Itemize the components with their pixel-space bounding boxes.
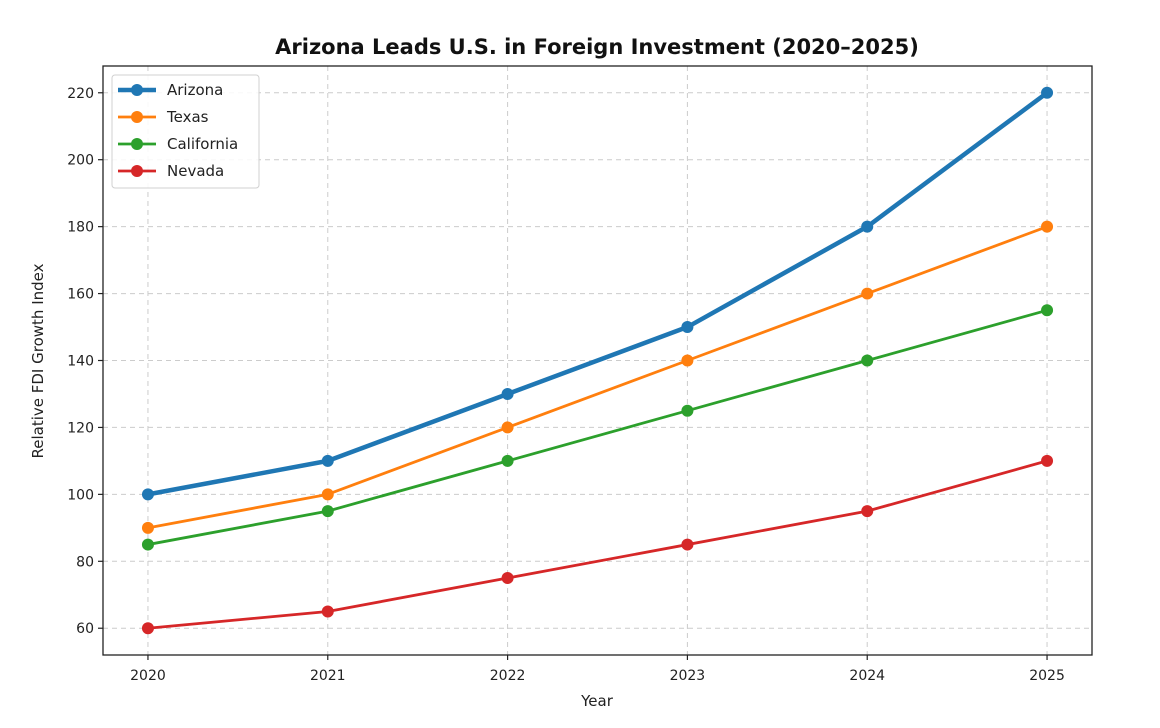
y-tick-label: 140: [67, 354, 94, 370]
x-tick-label: 2024: [849, 668, 885, 684]
y-tick-label: 80: [76, 554, 94, 570]
data-point: [681, 404, 694, 417]
chart-title: Arizona Leads U.S. in Foreign Investment…: [275, 35, 919, 59]
y-tick-label: 120: [67, 420, 94, 436]
series-line: [145, 90, 1050, 497]
data-point: [141, 538, 154, 551]
series-nevada: [141, 454, 1054, 635]
series-arizona: [141, 86, 1054, 501]
x-axis-label: Year: [580, 692, 614, 710]
data-point: [321, 488, 334, 501]
data-point: [321, 454, 334, 467]
series-california: [141, 304, 1054, 551]
legend: Arizona Texas California Nevada: [111, 74, 260, 189]
legend-marker-texas: [131, 111, 143, 123]
data-point: [681, 354, 694, 367]
series-line: [146, 459, 1049, 630]
legend-marker-california: [131, 138, 143, 150]
data-point: [861, 354, 874, 367]
series-lines: [141, 86, 1054, 635]
data-point: [501, 572, 514, 585]
legend-label-california: California: [167, 135, 238, 153]
data-point: [321, 505, 334, 518]
data-point: [1041, 86, 1054, 99]
data-point: [681, 321, 694, 334]
data-point: [861, 287, 874, 300]
data-point: [1041, 220, 1054, 233]
data-point: [321, 605, 334, 618]
legend-label-texas: Texas: [166, 108, 209, 126]
data-point: [1041, 454, 1054, 467]
y-axis: 60 80 100 120 140 160 180 200 220: [67, 86, 103, 637]
y-tick-label: 180: [67, 220, 94, 236]
data-point: [861, 220, 874, 233]
legend-marker-arizona: [131, 84, 143, 96]
data-point: [501, 421, 514, 434]
x-axis: 2020 2021 2022 2023 2024 2025: [130, 655, 1065, 684]
x-tick-label: 2022: [490, 668, 526, 684]
series-texas: [141, 220, 1054, 534]
data-point: [501, 387, 514, 400]
x-tick-label: 2023: [670, 668, 706, 684]
y-axis-label: Relative FDI Growth Index: [29, 263, 47, 458]
legend-label-arizona: Arizona: [167, 81, 223, 99]
grid: [103, 66, 1092, 655]
y-tick-label: 220: [67, 86, 94, 102]
data-point: [501, 454, 514, 467]
x-tick-label: 2025: [1029, 668, 1065, 684]
data-point: [681, 538, 694, 551]
y-tick-label: 160: [67, 287, 94, 303]
data-point: [1041, 304, 1054, 317]
data-point: [861, 505, 874, 518]
legend-label-nevada: Nevada: [167, 162, 224, 180]
x-tick-label: 2020: [130, 668, 166, 684]
x-tick-label: 2021: [310, 668, 346, 684]
data-point: [141, 521, 154, 534]
series-line: [146, 225, 1049, 530]
legend-marker-nevada: [131, 165, 143, 177]
y-tick-label: 100: [67, 487, 94, 503]
legend-box: [111, 74, 260, 189]
data-point: [141, 622, 154, 635]
y-tick-label: 60: [76, 621, 94, 637]
y-tick-label: 200: [67, 153, 94, 169]
data-point: [141, 488, 154, 501]
series-line: [146, 308, 1049, 546]
